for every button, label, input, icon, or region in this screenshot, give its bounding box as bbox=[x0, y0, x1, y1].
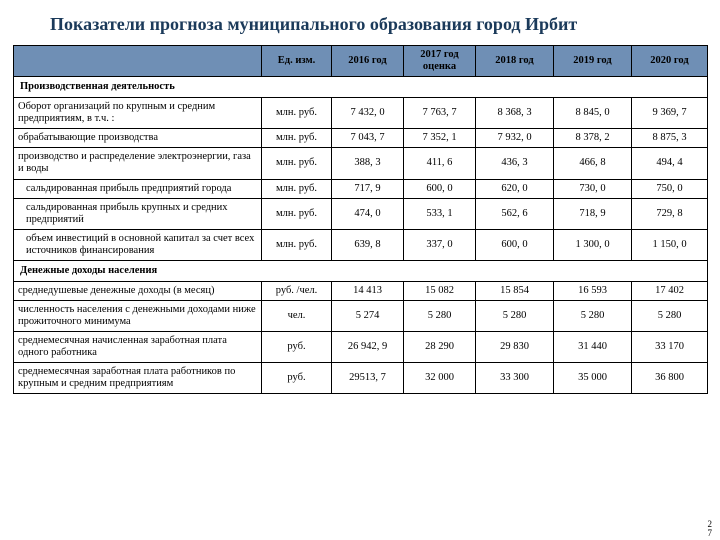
row-value: 533, 1 bbox=[404, 198, 476, 229]
row-value: 36 800 bbox=[632, 363, 708, 394]
row-value: 730, 0 bbox=[554, 179, 632, 198]
table-row: сальдированная прибыль крупных и средних… bbox=[14, 198, 708, 229]
column-header bbox=[14, 46, 262, 77]
row-unit: руб. bbox=[262, 332, 332, 363]
row-value: 717, 9 bbox=[332, 179, 404, 198]
row-value: 8 368, 3 bbox=[476, 98, 554, 129]
row-value: 8 875, 3 bbox=[632, 129, 708, 148]
row-unit: чел. bbox=[262, 300, 332, 331]
table-row: обрабатывающие производствамлн. руб.7 04… bbox=[14, 129, 708, 148]
row-value: 31 440 bbox=[554, 332, 632, 363]
row-value: 639, 8 bbox=[332, 229, 404, 260]
column-header: 2018 год bbox=[476, 46, 554, 77]
row-value: 7 763, 7 bbox=[404, 98, 476, 129]
row-unit: руб. /чел. bbox=[262, 281, 332, 300]
row-label: сальдированная прибыль предприятий город… bbox=[14, 179, 262, 198]
table-row: объем инвестиций в основной капитал за с… bbox=[14, 229, 708, 260]
row-label: численность населения с денежными дохода… bbox=[14, 300, 262, 331]
row-value: 32 000 bbox=[404, 363, 476, 394]
row-label: объем инвестиций в основной капитал за с… bbox=[14, 229, 262, 260]
row-value: 750, 0 bbox=[632, 179, 708, 198]
table-row: Оборот организаций по крупным и средним … bbox=[14, 98, 708, 129]
row-label: производство и распределение электроэнер… bbox=[14, 148, 262, 179]
row-unit: млн. руб. bbox=[262, 148, 332, 179]
row-value: 5 274 bbox=[332, 300, 404, 331]
row-value: 33 170 bbox=[632, 332, 708, 363]
row-value: 466, 8 bbox=[554, 148, 632, 179]
row-value: 5 280 bbox=[476, 300, 554, 331]
table-row: среднемесячная начисленная заработная пл… bbox=[14, 332, 708, 363]
row-value: 494, 4 bbox=[632, 148, 708, 179]
row-value: 14 413 bbox=[332, 281, 404, 300]
row-unit: млн. руб. bbox=[262, 129, 332, 148]
row-value: 8 845, 0 bbox=[554, 98, 632, 129]
row-value: 411, 6 bbox=[404, 148, 476, 179]
row-label: среднемесячная заработная плата работник… bbox=[14, 363, 262, 394]
row-unit: млн. руб. bbox=[262, 98, 332, 129]
data-table: Ед. изм.2016 год2017 год оценка2018 год2… bbox=[13, 45, 708, 394]
row-value: 388, 3 bbox=[332, 148, 404, 179]
row-value: 5 280 bbox=[404, 300, 476, 331]
row-value: 436, 3 bbox=[476, 148, 554, 179]
row-unit: млн. руб. bbox=[262, 229, 332, 260]
row-value: 7 352, 1 bbox=[404, 129, 476, 148]
column-header: 2020 год bbox=[632, 46, 708, 77]
row-value: 29513, 7 bbox=[332, 363, 404, 394]
row-unit: руб. bbox=[262, 363, 332, 394]
table-row: среднемесячная заработная плата работник… bbox=[14, 363, 708, 394]
table-row: численность населения с денежными дохода… bbox=[14, 300, 708, 331]
row-unit: млн. руб. bbox=[262, 198, 332, 229]
table-row: сальдированная прибыль предприятий город… bbox=[14, 179, 708, 198]
table-body: Производственная деятельностьОборот орга… bbox=[14, 77, 708, 394]
row-value: 718, 9 bbox=[554, 198, 632, 229]
row-value: 33 300 bbox=[476, 363, 554, 394]
row-value: 562, 6 bbox=[476, 198, 554, 229]
row-value: 8 378, 2 bbox=[554, 129, 632, 148]
row-value: 729, 8 bbox=[632, 198, 708, 229]
row-value: 17 402 bbox=[632, 281, 708, 300]
row-value: 1 150, 0 bbox=[632, 229, 708, 260]
row-value: 1 300, 0 bbox=[554, 229, 632, 260]
page-title: Показатели прогноза муниципального образ… bbox=[0, 0, 720, 45]
row-value: 35 000 bbox=[554, 363, 632, 394]
row-value: 26 942, 9 bbox=[332, 332, 404, 363]
row-value: 600, 0 bbox=[404, 179, 476, 198]
row-value: 16 593 bbox=[554, 281, 632, 300]
row-value: 5 280 bbox=[632, 300, 708, 331]
row-label: среднемесячная начисленная заработная пл… bbox=[14, 332, 262, 363]
row-value: 7 432, 0 bbox=[332, 98, 404, 129]
table-row: среднедушевые денежные доходы (в месяц)р… bbox=[14, 281, 708, 300]
row-value: 9 369, 7 bbox=[632, 98, 708, 129]
row-label: Оборот организаций по крупным и средним … bbox=[14, 98, 262, 129]
row-value: 15 082 bbox=[404, 281, 476, 300]
row-label: сальдированная прибыль крупных и средних… bbox=[14, 198, 262, 229]
table-header: Ед. изм.2016 год2017 год оценка2018 год2… bbox=[14, 46, 708, 77]
column-header: Ед. изм. bbox=[262, 46, 332, 77]
row-value: 620, 0 bbox=[476, 179, 554, 198]
section-header: Денежные доходы населения bbox=[14, 260, 708, 281]
row-value: 474, 0 bbox=[332, 198, 404, 229]
row-value: 29 830 bbox=[476, 332, 554, 363]
page-number: 27 bbox=[708, 520, 713, 538]
row-unit: млн. руб. bbox=[262, 179, 332, 198]
row-value: 5 280 bbox=[554, 300, 632, 331]
table-row: производство и распределение электроэнер… bbox=[14, 148, 708, 179]
section-header: Производственная деятельность bbox=[14, 77, 708, 98]
column-header: 2017 год оценка bbox=[404, 46, 476, 77]
column-header: 2019 год bbox=[554, 46, 632, 77]
row-label: обрабатывающие производства bbox=[14, 129, 262, 148]
row-value: 600, 0 bbox=[476, 229, 554, 260]
row-label: среднедушевые денежные доходы (в месяц) bbox=[14, 281, 262, 300]
row-value: 28 290 bbox=[404, 332, 476, 363]
row-value: 7 932, 0 bbox=[476, 129, 554, 148]
row-value: 7 043, 7 bbox=[332, 129, 404, 148]
column-header: 2016 год bbox=[332, 46, 404, 77]
row-value: 15 854 bbox=[476, 281, 554, 300]
row-value: 337, 0 bbox=[404, 229, 476, 260]
